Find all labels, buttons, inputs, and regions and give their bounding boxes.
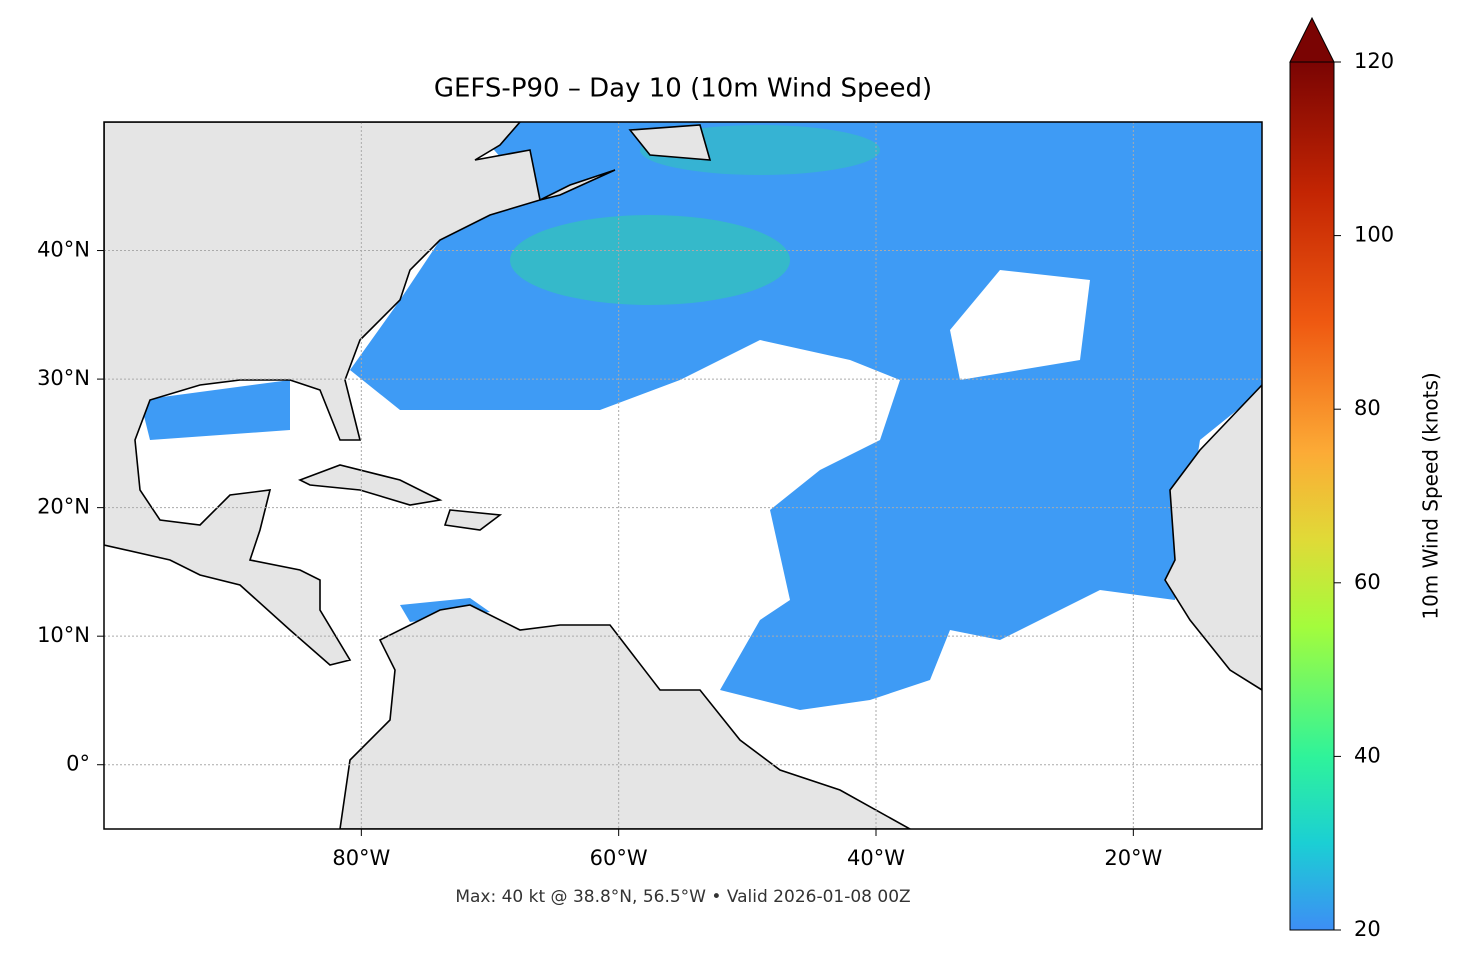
colorbar-tick-label: 20 bbox=[1354, 917, 1381, 941]
colorbar-tick-label: 60 bbox=[1354, 570, 1381, 594]
north-america bbox=[104, 122, 541, 666]
colorbar-tick-label: 40 bbox=[1354, 743, 1381, 767]
colorbar-tick-label: 120 bbox=[1354, 49, 1394, 73]
x-tick-label: 20°W bbox=[1104, 846, 1162, 870]
newfoundland bbox=[628, 124, 712, 161]
x-tick-label: 40°W bbox=[847, 846, 905, 870]
colorbar-tick-label: 80 bbox=[1354, 396, 1381, 420]
colorbar-tick-label: 100 bbox=[1354, 223, 1394, 247]
colorbar bbox=[1289, 61, 1335, 931]
chart-title: GEFS-P90 – Day 10 (10m Wind Speed) bbox=[434, 74, 932, 104]
wind-maximum bbox=[510, 215, 790, 305]
africa bbox=[1164, 383, 1262, 691]
wind-field bbox=[140, 380, 290, 440]
y-tick-label: 20°N bbox=[37, 495, 90, 519]
cuba bbox=[298, 464, 443, 506]
map-area bbox=[104, 122, 1262, 829]
x-tick-label: 80°W bbox=[332, 846, 390, 870]
colorbar-label: 10m Wind Speed (knots) bbox=[1419, 372, 1443, 619]
y-tick-label: 40°N bbox=[37, 238, 90, 262]
map-frame bbox=[103, 121, 1263, 830]
x-tick-label: 60°W bbox=[590, 846, 648, 870]
nova-scotia bbox=[539, 169, 616, 201]
y-tick-label: 30°N bbox=[37, 366, 90, 390]
y-tick-label: 10°N bbox=[37, 623, 90, 647]
y-tick-label: 0° bbox=[66, 752, 90, 776]
footnote: Max: 40 kt @ 38.8°N, 56.5°W • Valid 2026… bbox=[455, 887, 910, 907]
south-america bbox=[339, 604, 912, 829]
wind-gap bbox=[950, 270, 1090, 380]
grid bbox=[104, 122, 1262, 829]
hispaniola bbox=[443, 509, 503, 531]
colorbar-extension bbox=[1289, 16, 1335, 63]
